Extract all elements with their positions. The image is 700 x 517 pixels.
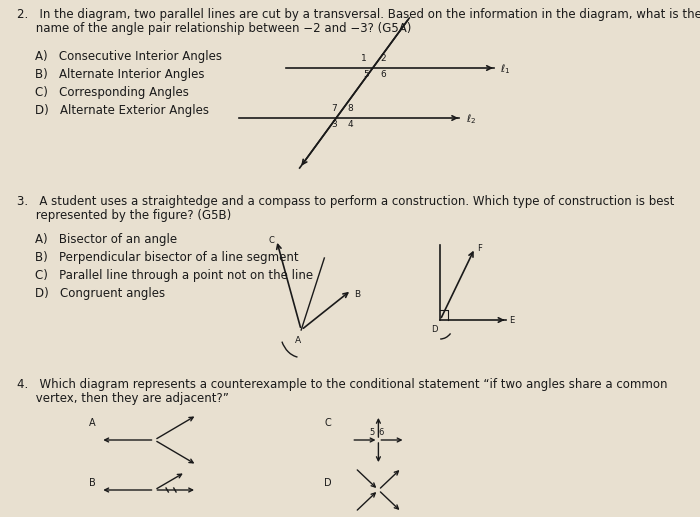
- Text: B)   Perpendicular bisector of a line segment: B) Perpendicular bisector of a line segm…: [35, 251, 298, 264]
- Text: 6: 6: [379, 428, 384, 437]
- Text: B: B: [354, 290, 360, 299]
- Text: $\ell_1$: $\ell_1$: [500, 62, 511, 76]
- Text: C)   Corresponding Angles: C) Corresponding Angles: [35, 86, 188, 99]
- Text: D)   Congruent angles: D) Congruent angles: [35, 287, 165, 300]
- Text: 4: 4: [347, 120, 353, 129]
- Text: 3: 3: [331, 120, 337, 129]
- Text: D: D: [431, 325, 438, 334]
- Text: E: E: [509, 316, 514, 325]
- Text: F: F: [477, 244, 482, 253]
- Text: 6: 6: [381, 70, 386, 79]
- Text: A)   Consecutive Interior Angles: A) Consecutive Interior Angles: [35, 50, 222, 63]
- Text: 3.   A student uses a straightedge and a compass to perform a construction. Whic: 3. A student uses a straightedge and a c…: [17, 195, 674, 208]
- Text: 5: 5: [363, 70, 369, 79]
- Text: C)   Parallel line through a point not on the line: C) Parallel line through a point not on …: [35, 269, 313, 282]
- Text: A: A: [295, 336, 301, 345]
- Text: $\ell_2$: $\ell_2$: [466, 112, 476, 126]
- Text: 1: 1: [361, 54, 368, 63]
- Text: D: D: [324, 478, 332, 488]
- Text: 2.   In the diagram, two parallel lines are cut by a transversal. Based on the i: 2. In the diagram, two parallel lines ar…: [17, 8, 700, 21]
- Text: 5: 5: [369, 428, 375, 437]
- Text: 2: 2: [381, 54, 386, 63]
- Text: vertex, then they are adjacent?”: vertex, then they are adjacent?”: [17, 392, 229, 405]
- Text: 8: 8: [347, 104, 354, 113]
- Text: B)   Alternate Interior Angles: B) Alternate Interior Angles: [35, 68, 204, 81]
- Text: B: B: [89, 478, 96, 488]
- Text: A)   Bisector of an angle: A) Bisector of an angle: [35, 233, 177, 246]
- Text: name of the angle pair relationship between −2 and −3? (G5A): name of the angle pair relationship betw…: [17, 22, 412, 35]
- Text: 4.   Which diagram represents a counterexample to the conditional statement “if : 4. Which diagram represents a counterexa…: [17, 378, 668, 391]
- Text: represented by the figure? (G5B): represented by the figure? (G5B): [17, 209, 231, 222]
- Text: C: C: [324, 418, 331, 428]
- Text: C: C: [269, 236, 274, 245]
- Text: A: A: [89, 418, 95, 428]
- Text: D)   Alternate Exterior Angles: D) Alternate Exterior Angles: [35, 104, 209, 117]
- Text: 7: 7: [331, 104, 337, 113]
